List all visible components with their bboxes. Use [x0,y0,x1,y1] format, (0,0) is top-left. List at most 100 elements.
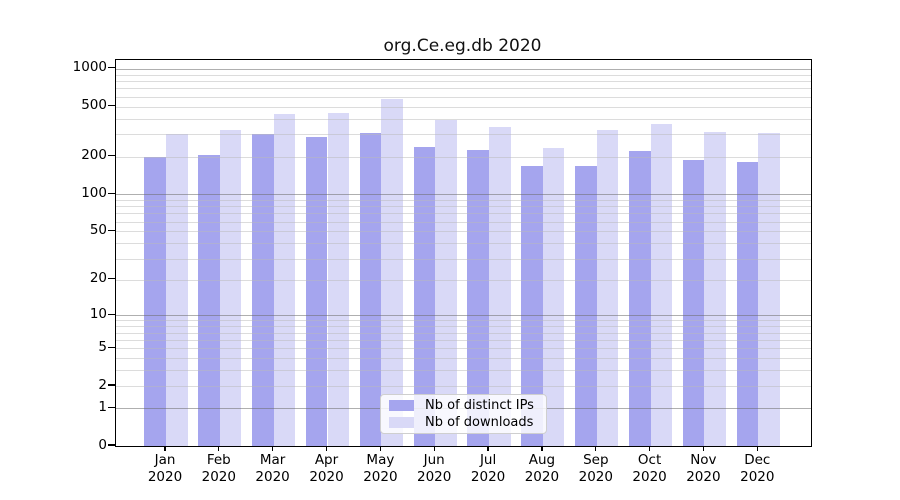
minor-gridline-900 [116,74,811,76]
x-tick-label-year-oct: 2020 [632,469,667,485]
x-tick-mark-aug [541,446,543,452]
x-tick-label-jun: Jun 2020 [406,452,462,486]
bar-nb-of-distinct-ips-dec [736,161,759,446]
bar-nb-of-distinct-ips-jul [467,150,489,446]
legend-item-distinct-ips: Nb of distinct IPs [381,398,546,414]
y-tick-mark-2 [108,384,115,386]
y-tick-mark-500 [108,105,115,107]
x-tick-label-year-jun: 2020 [417,469,452,485]
x-tick-label-month-jan: Jan [154,452,176,468]
minor-gridline-9 [116,320,811,322]
bar-nb-of-distinct-ips-sep [575,166,597,446]
x-tick-label-dec: Dec 2020 [729,452,785,486]
y-tick-mark-0 [108,444,115,446]
y-tick-label-1000: 1000 [72,59,107,76]
y-tick-label-50: 50 [89,221,107,238]
x-tick-label-may: May 2020 [352,452,408,486]
bar-nb-of-downloads-dec [758,133,780,446]
x-tick-label-apr: Apr 2020 [299,452,355,486]
x-tick-label-month-nov: Nov [690,452,717,468]
bar-nb-of-distinct-ips-mar [252,133,274,446]
x-tick-label-year-nov: 2020 [686,469,721,485]
y-tick-mark-1 [108,406,115,408]
bar-nb-of-distinct-ips-feb [198,154,220,446]
minor-gridline-7 [116,332,811,334]
y-tick-mark-10 [108,313,115,315]
x-tick-label-year-jul: 2020 [470,469,506,485]
bar-nb-of-downloads-mar [273,113,296,446]
x-tick-label-jul: Jul 2020 [460,452,516,486]
x-tick-label-month-apr: Apr [314,452,339,468]
grid-layer [116,60,811,446]
minor-gridline-200 [116,156,811,158]
x-tick-label-year-aug: 2020 [524,469,560,485]
bar-nb-of-downloads-sep [596,130,619,446]
x-tick-label-month-jun: Jun [423,452,445,468]
bar-nb-of-distinct-ips-may [359,133,382,446]
x-tick-label-sep: Sep 2020 [568,452,624,486]
x-tick-label-month-sep: Sep [583,452,609,468]
bar-nb-of-downloads-apr [327,113,350,446]
minor-gridline-60 [116,221,811,223]
y-tick-label-2: 2 [98,376,107,393]
x-tick-mark-jan [164,446,166,452]
y-tick-label-0: 0 [98,436,107,453]
major-gridline-10 [116,315,811,317]
y-tick-label-20: 20 [89,270,107,287]
bar-nb-of-downloads-jun [435,120,457,446]
minor-gridline-400 [116,118,811,120]
minor-gridline-500 [116,106,811,108]
minor-gridline-20 [116,279,811,281]
legend-label-downloads: Nb of downloads [425,414,534,430]
y-tick-label-200: 200 [81,147,107,163]
x-tick-label-year-sep: 2020 [578,469,613,485]
minor-gridline-600 [116,96,811,98]
minor-gridline-6 [116,339,811,341]
bar-nb-of-distinct-ips-jan [144,157,166,446]
y-tick-mark-50 [108,229,115,232]
y-tick-mark-100 [108,192,115,194]
x-tick-mark-jun [433,446,435,452]
legend: Nb of distinct IPs Nb of downloads [380,394,547,434]
minor-gridline-80 [116,206,811,208]
minor-gridline-300 [116,134,811,136]
bar-nb-of-distinct-ips-aug [521,165,543,446]
x-tick-mark-jul [487,446,489,452]
x-tick-label-month-oct: Oct [637,452,662,468]
x-tick-label-jan: Jan 2020 [137,452,193,486]
x-tick-mark-may [379,446,382,452]
x-tick-mark-nov [702,446,705,452]
x-tick-label-month-may: May [366,452,395,468]
x-tick-label-month-feb: Feb [206,452,231,468]
x-tick-mark-sep [595,446,597,452]
y-tick-label-100: 100 [81,184,107,201]
minor-gridline-70 [116,213,811,215]
x-tick-label-year-jan: 2020 [147,469,183,485]
y-tick-label-10: 10 [89,305,107,322]
minor-gridline-50 [116,231,811,233]
legend-label-distinct-ips: Nb of distinct IPs [425,398,534,414]
y-tick-label-500: 500 [81,97,107,114]
x-tick-label-oct: Oct 2020 [622,452,678,486]
bar-nb-of-distinct-ips-nov [682,159,705,446]
x-tick-label-nov: Nov 2020 [675,452,731,486]
y-tick-mark-5 [108,346,115,348]
x-tick-label-month-jul: Jul [479,452,497,468]
x-tick-label-year-may: 2020 [363,469,398,485]
x-tick-label-year-mar: 2020 [255,469,290,485]
minor-gridline-700 [116,88,811,90]
bar-nb-of-downloads-nov [704,131,726,446]
x-tick-label-month-aug: Aug [528,452,556,468]
x-tick-label-year-feb: 2020 [201,469,236,485]
x-tick-mark-oct [649,446,651,452]
x-tick-label-feb: Feb 2020 [191,452,247,486]
x-tick-label-month-mar: Mar [259,452,286,468]
x-tick-mark-dec [756,446,758,452]
x-tick-label-aug: Aug 2020 [514,452,570,486]
major-gridline-1000 [116,68,811,70]
y-tick-label-5: 5 [98,338,107,355]
legend-item-downloads: Nb of downloads [381,414,546,430]
bar-nb-of-distinct-ips-oct [629,151,651,446]
minor-gridline-40 [116,243,811,245]
